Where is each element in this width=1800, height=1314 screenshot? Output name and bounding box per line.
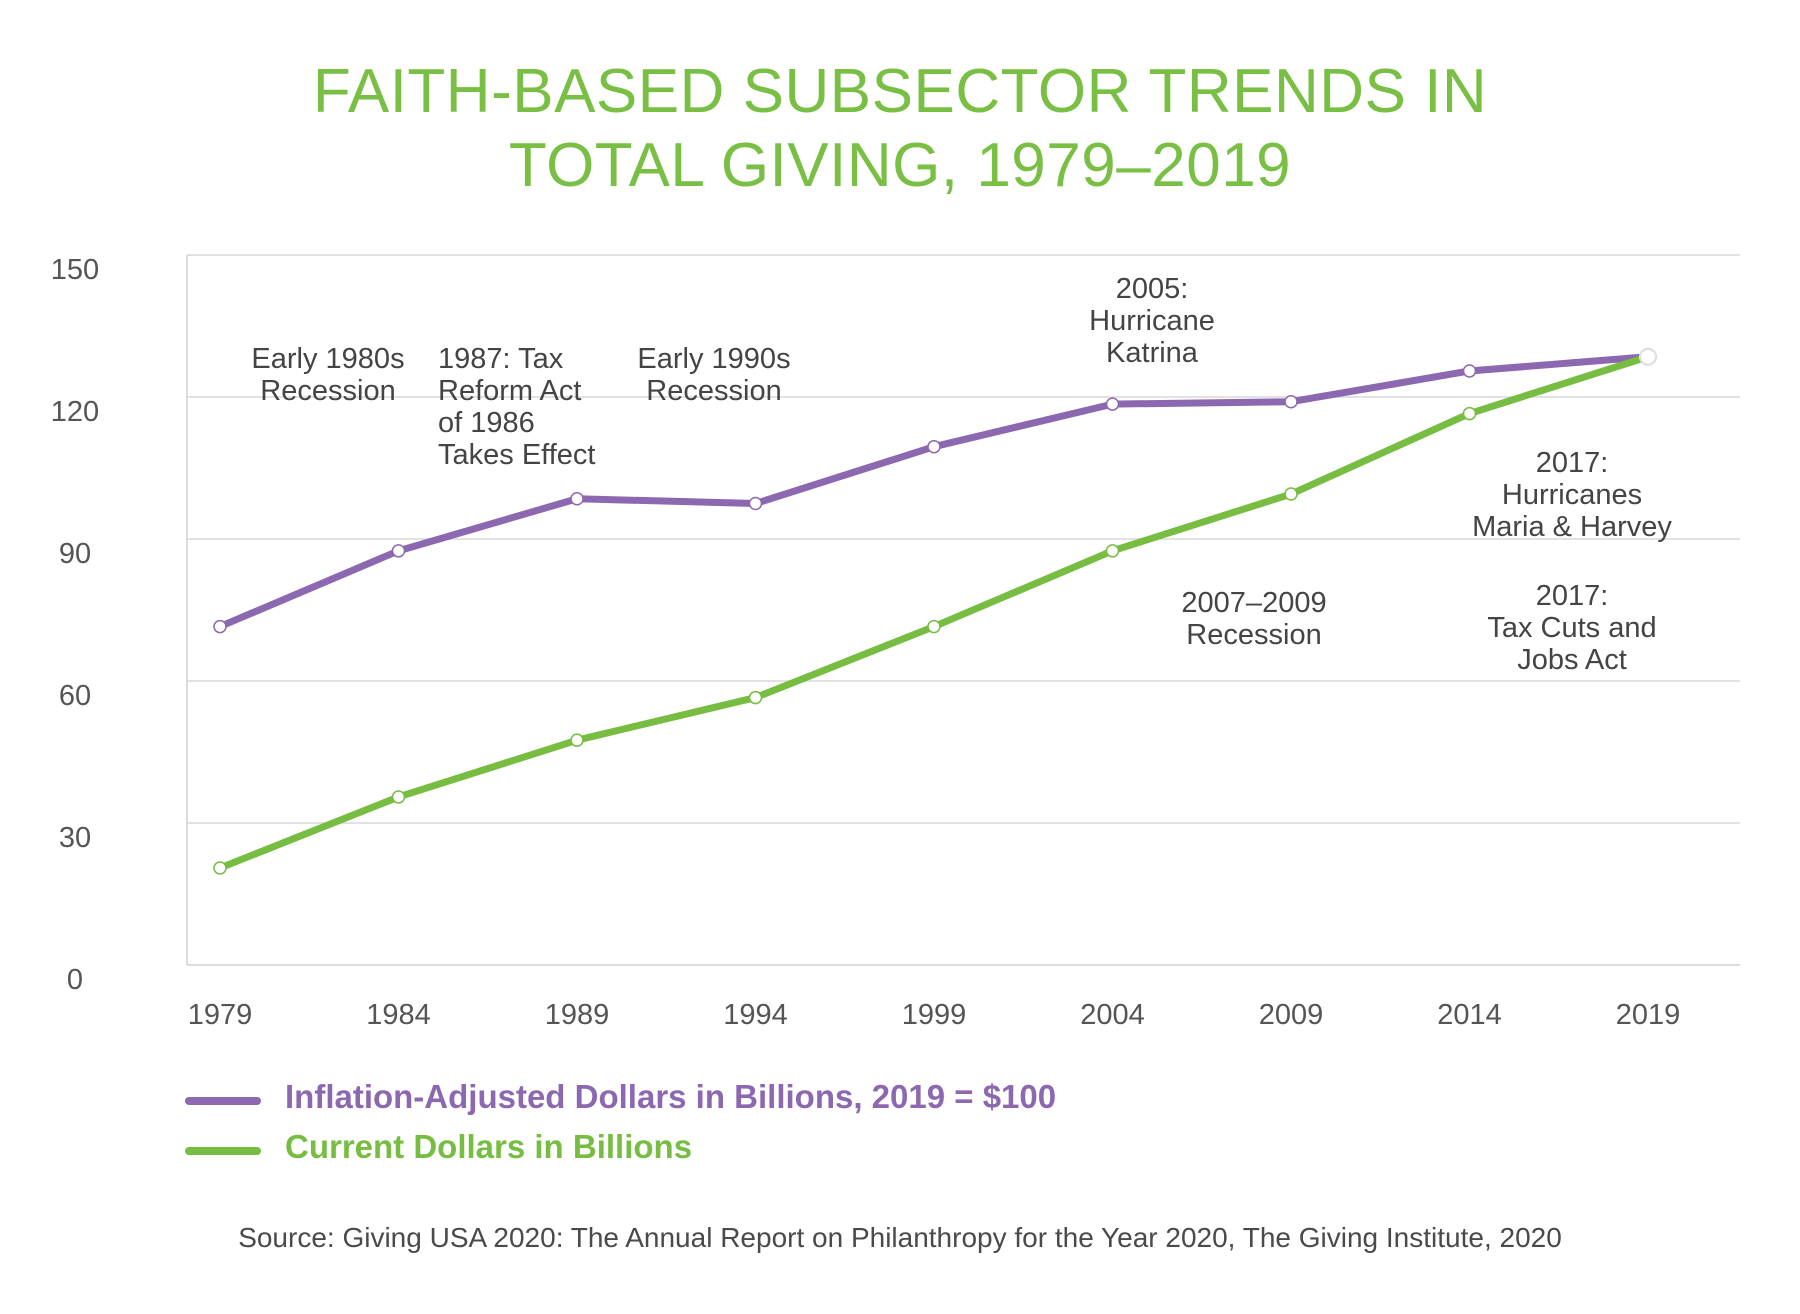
- annotation-line: Tax Cuts and: [1487, 612, 1656, 644]
- data-point: [1105, 544, 1120, 558]
- data-point: [391, 790, 406, 804]
- source-note: Source: Giving USA 2020: The Annual Repo…: [238, 1222, 1562, 1253]
- x-tick-label: 1984: [366, 999, 431, 1031]
- annotation-line: Reform Act: [438, 375, 581, 407]
- annotation-line: Katrina: [1106, 337, 1199, 369]
- y-tick-label: 0: [67, 964, 83, 996]
- x-tick-label: 1989: [545, 999, 610, 1031]
- annotation-line: 2007–2009: [1181, 587, 1326, 619]
- chart-title-line: TOTAL GIVING, 1979–2019: [508, 131, 1292, 200]
- legend-label-current-dollars: Current Dollars in Billions: [285, 1128, 693, 1165]
- y-tick-label: 90: [59, 538, 91, 570]
- data-point: [1284, 394, 1298, 409]
- legend-label-inflation-adjusted: Inflation-Adjusted Dollars in Billions, …: [285, 1078, 1057, 1115]
- annotation-line: Recession: [1186, 619, 1321, 651]
- x-tick-label: 1994: [723, 999, 788, 1031]
- annotation-line: 2017:: [1536, 447, 1609, 479]
- annotation-early-1990s-recession: Early 1990s Recession: [637, 343, 790, 407]
- x-tick-label: 2009: [1259, 999, 1324, 1031]
- annotation-hurricanes-maria-harvey: 2017: Hurricanes Maria & Harvey: [1472, 447, 1672, 543]
- annotation-line: Early 1990s: [637, 343, 790, 375]
- annotation-line: Recession: [646, 375, 781, 407]
- data-point: [213, 619, 227, 634]
- chart-title-line: FAITH-BASED SUBSECTOR TRENDS IN: [312, 57, 1488, 126]
- y-tick-label: 120: [51, 396, 99, 428]
- annotation-line: of 1986: [438, 407, 535, 439]
- data-point: [927, 439, 941, 454]
- annotation-tax-reform-1987: 1987: Tax Reform Act of 1986 Takes Effect: [438, 343, 595, 471]
- y-tick-label: 150: [51, 254, 99, 286]
- data-point: [1462, 406, 1477, 421]
- annotation-line: 2017:: [1536, 580, 1609, 612]
- series-line-1: [216, 353, 1652, 872]
- annotation-line: Maria & Harvey: [1472, 511, 1672, 543]
- annotation-line: 1987: Tax: [438, 343, 564, 375]
- y-tick-label: 30: [59, 822, 91, 854]
- annotation-line: Recession: [260, 375, 395, 407]
- x-tick-label: 1979: [188, 999, 253, 1031]
- annotation-line: Hurricane: [1089, 305, 1215, 337]
- annotation-tax-cuts-jobs-act: 2017: Tax Cuts and Jobs Act: [1487, 580, 1656, 676]
- legend-swatch-inflation-adjusted: [185, 1097, 261, 1105]
- data-point: [1639, 347, 1657, 366]
- data-point: [213, 861, 227, 875]
- x-tick-label: 2004: [1080, 999, 1145, 1031]
- chart-title: FAITH-BASED SUBSECTOR TRENDS IN TOTAL GI…: [0, 55, 1800, 203]
- annotation-line: 2005:: [1116, 273, 1189, 305]
- axes: [186, 255, 1740, 966]
- annotation-line: Jobs Act: [1517, 644, 1627, 676]
- annotation-line: Takes Effect: [438, 439, 595, 471]
- gridlines: [187, 254, 1740, 824]
- x-tick-label: 2014: [1437, 999, 1502, 1031]
- annotation-hurricane-katrina: 2005: Hurricane Katrina: [1089, 273, 1215, 369]
- annotation-recession-2007-2009: 2007–2009 Recession: [1181, 587, 1326, 651]
- series-lines: [213, 347, 1657, 875]
- annotation-line: Hurricanes: [1502, 479, 1642, 511]
- legend-swatch-current-dollars: [185, 1147, 261, 1155]
- tick-labels: 0 30 60 90 120 150 1979 1984 1989 1994 1999 2004 200…: [51, 254, 1680, 1031]
- data-point: [748, 496, 763, 511]
- data-point: [1105, 397, 1120, 411]
- data-point: [570, 492, 584, 506]
- data-point: [927, 619, 941, 634]
- x-tick-label: 1999: [902, 999, 967, 1031]
- data-point: [391, 544, 406, 558]
- x-tick-label: 2019: [1616, 999, 1681, 1031]
- annotation-early-1980s-recession: Early 1980s Recession: [251, 343, 404, 407]
- annotation-line: Early 1980s: [251, 343, 404, 375]
- y-tick-label: 60: [59, 680, 91, 712]
- data-point: [748, 690, 763, 705]
- data-point: [1462, 364, 1477, 378]
- data-point: [570, 733, 584, 747]
- data-point: [1284, 487, 1298, 501]
